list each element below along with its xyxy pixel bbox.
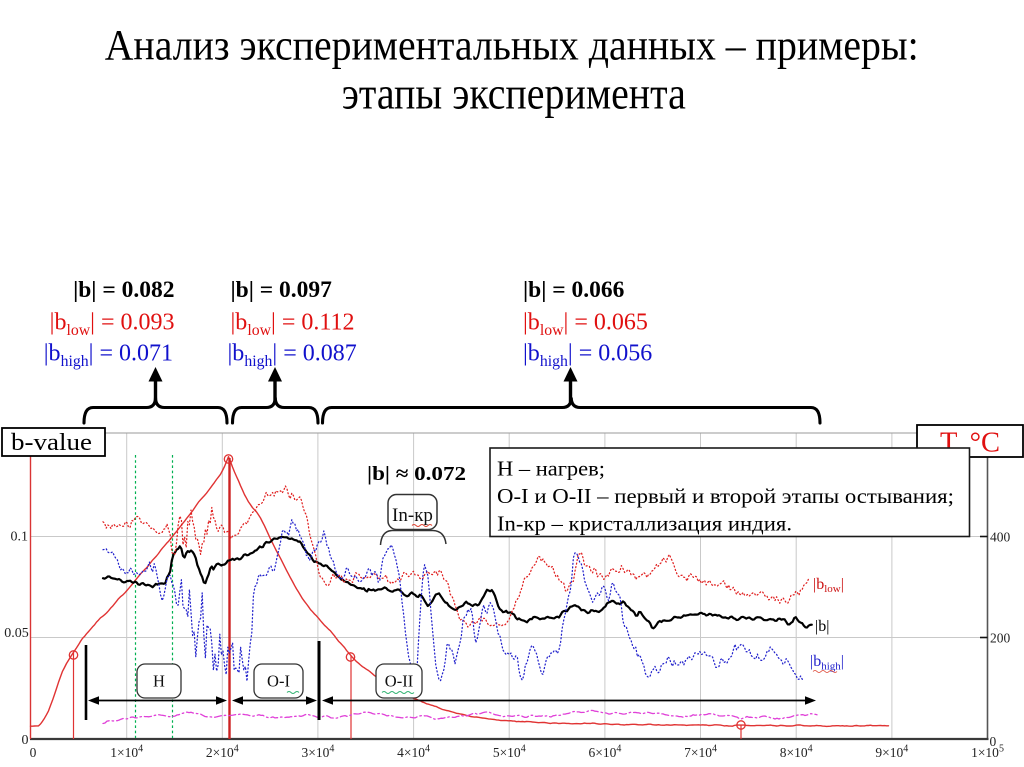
svg-text:4×104: 4×104 — [397, 744, 430, 761]
svg-text:|b|: |b| — [815, 618, 829, 635]
svg-text:7×104: 7×104 — [684, 744, 717, 761]
svg-text:О-I и О-II – первый и второй э: О-I и О-II – первый и второй этапы остыв… — [497, 484, 954, 508]
svg-text:6×104: 6×104 — [588, 744, 621, 761]
svg-text:Н – нагрев;: Н – нагрев; — [497, 457, 605, 481]
svg-text:8×104: 8×104 — [780, 744, 813, 761]
svg-text:|b| = 0.066: |b| = 0.066 — [523, 277, 625, 303]
svg-text:|b| ≈ 0.072: |b| ≈ 0.072 — [367, 463, 466, 485]
svg-text:|blow| = 0.112: |blow| = 0.112 — [231, 310, 355, 339]
svg-text:этапы эксперимента: этапы эксперимента — [342, 68, 686, 119]
svg-text:In-кр: In-кр — [392, 505, 433, 526]
svg-text:0.1: 0.1 — [11, 530, 29, 545]
svg-text:0: 0 — [30, 745, 37, 760]
svg-text:O-II: O-II — [385, 672, 413, 691]
svg-text:|blow|: |blow| — [813, 576, 844, 595]
svg-text:|bhigh| = 0.071: |bhigh| = 0.071 — [44, 341, 173, 370]
svg-text:400: 400 — [990, 530, 1011, 545]
svg-text:Анализ экспериментальных данны: Анализ экспериментальных данных – пример… — [105, 23, 919, 70]
svg-text:|blow| = 0.093: |blow| = 0.093 — [50, 310, 175, 339]
svg-text:|blow| = 0.065: |blow| = 0.065 — [523, 310, 648, 339]
svg-text:200: 200 — [990, 631, 1011, 646]
svg-text:0: 0 — [990, 734, 997, 749]
svg-text:9×104: 9×104 — [875, 744, 908, 761]
svg-text:5×104: 5×104 — [493, 744, 526, 761]
svg-text:0: 0 — [22, 733, 29, 748]
svg-text:In-кр – кристаллизация индия.: In-кр – кристаллизация индия. — [497, 512, 792, 536]
svg-text:1×104: 1×104 — [110, 744, 143, 761]
svg-text:|bhigh|: |bhigh| — [810, 653, 844, 673]
svg-text:0.05: 0.05 — [4, 626, 29, 641]
svg-text:|b| = 0.097: |b| = 0.097 — [231, 277, 333, 303]
svg-text:|bhigh| = 0.056: |bhigh| = 0.056 — [523, 341, 652, 370]
svg-text:2×104: 2×104 — [206, 744, 239, 761]
svg-text:H: H — [153, 672, 165, 691]
svg-text:O-I: O-I — [267, 672, 290, 691]
svg-text:|bhigh| = 0.087: |bhigh| = 0.087 — [228, 341, 357, 370]
svg-text:1×105: 1×105 — [971, 744, 1004, 761]
svg-text:b-value: b-value — [11, 430, 92, 456]
svg-text:|b| = 0.082: |b| = 0.082 — [73, 277, 174, 303]
svg-text:3×104: 3×104 — [302, 744, 335, 761]
